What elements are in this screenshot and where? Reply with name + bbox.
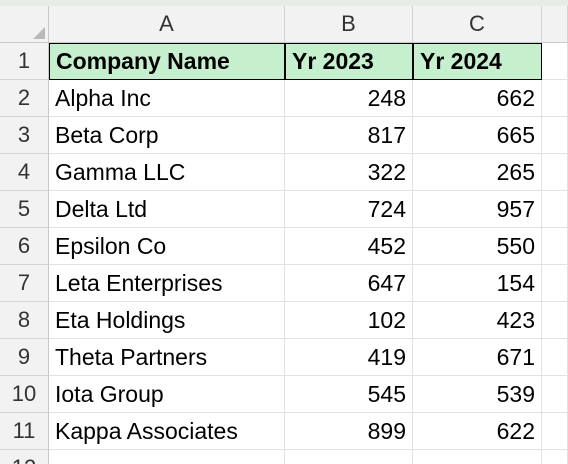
company-name-cell[interactable]: Eta Holdings — [49, 302, 285, 339]
row-header-10[interactable]: 10 — [0, 376, 49, 413]
row-header-12[interactable]: 12 — [0, 450, 49, 464]
header-cell-yr-2024[interactable]: Yr 2024 — [413, 43, 542, 80]
row-header-8[interactable]: 8 — [0, 302, 49, 339]
row-header-4[interactable]: 4 — [0, 154, 49, 191]
yr-2023-cell[interactable]: 647 — [285, 265, 413, 302]
company-name-cell[interactable]: Leta Enterprises — [49, 265, 285, 302]
cell[interactable] — [542, 80, 568, 117]
cell[interactable] — [285, 450, 413, 464]
select-all-button[interactable] — [0, 6, 49, 43]
yr-2023-cell[interactable]: 817 — [285, 117, 413, 154]
ribbon-edge — [0, 0, 568, 6]
cell[interactable] — [542, 450, 568, 464]
header-cell-company-name[interactable]: Company Name — [49, 43, 285, 80]
yr-2024-cell[interactable]: 671 — [413, 339, 542, 376]
cell[interactable] — [542, 339, 568, 376]
cell[interactable] — [542, 191, 568, 228]
cell[interactable] — [542, 413, 568, 450]
yr-2024-cell[interactable]: 622 — [413, 413, 542, 450]
row-header-3[interactable]: 3 — [0, 117, 49, 154]
cell[interactable] — [542, 228, 568, 265]
company-name-cell[interactable]: Theta Partners — [49, 339, 285, 376]
row-header-6[interactable]: 6 — [0, 228, 49, 265]
row-header-11[interactable]: 11 — [0, 413, 49, 450]
company-name-cell[interactable]: Iota Group — [49, 376, 285, 413]
yr-2023-cell[interactable]: 419 — [285, 339, 413, 376]
row-header-1[interactable]: 1 — [0, 43, 49, 80]
yr-2024-cell[interactable]: 423 — [413, 302, 542, 339]
column-header-a[interactable]: A — [49, 6, 285, 43]
column-header-d[interactable] — [542, 6, 568, 43]
cell[interactable] — [542, 265, 568, 302]
column-header-b[interactable]: B — [285, 6, 413, 43]
cell[interactable] — [413, 450, 542, 464]
row-header-9[interactable]: 9 — [0, 339, 49, 376]
company-name-cell[interactable]: Delta Ltd — [49, 191, 285, 228]
column-header-c[interactable]: C — [413, 6, 542, 43]
yr-2024-cell[interactable]: 550 — [413, 228, 542, 265]
company-name-cell[interactable]: Beta Corp — [49, 117, 285, 154]
cell[interactable] — [542, 43, 568, 80]
cell[interactable] — [542, 154, 568, 191]
row-header-7[interactable]: 7 — [0, 265, 49, 302]
yr-2023-cell[interactable]: 102 — [285, 302, 413, 339]
yr-2024-cell[interactable]: 539 — [413, 376, 542, 413]
yr-2024-cell[interactable]: 665 — [413, 117, 542, 154]
company-name-cell[interactable]: Epsilon Co — [49, 228, 285, 265]
yr-2023-cell[interactable]: 545 — [285, 376, 413, 413]
row-header-5[interactable]: 5 — [0, 191, 49, 228]
company-name-cell[interactable]: Gamma LLC — [49, 154, 285, 191]
company-name-cell[interactable]: Alpha Inc — [49, 80, 285, 117]
yr-2023-cell[interactable]: 452 — [285, 228, 413, 265]
yr-2024-cell[interactable]: 154 — [413, 265, 542, 302]
header-cell-yr-2023[interactable]: Yr 2023 — [285, 43, 413, 80]
cell[interactable] — [542, 302, 568, 339]
company-name-cell[interactable]: Kappa Associates — [49, 413, 285, 450]
yr-2023-cell[interactable]: 899 — [285, 413, 413, 450]
cell[interactable] — [49, 450, 285, 464]
cell[interactable] — [542, 376, 568, 413]
yr-2023-cell[interactable]: 322 — [285, 154, 413, 191]
yr-2024-cell[interactable]: 662 — [413, 80, 542, 117]
yr-2023-cell[interactable]: 724 — [285, 191, 413, 228]
cell[interactable] — [542, 117, 568, 154]
row-header-2[interactable]: 2 — [0, 80, 49, 117]
yr-2024-cell[interactable]: 265 — [413, 154, 542, 191]
yr-2023-cell[interactable]: 248 — [285, 80, 413, 117]
yr-2024-cell[interactable]: 957 — [413, 191, 542, 228]
select-all-triangle-icon — [33, 27, 45, 39]
